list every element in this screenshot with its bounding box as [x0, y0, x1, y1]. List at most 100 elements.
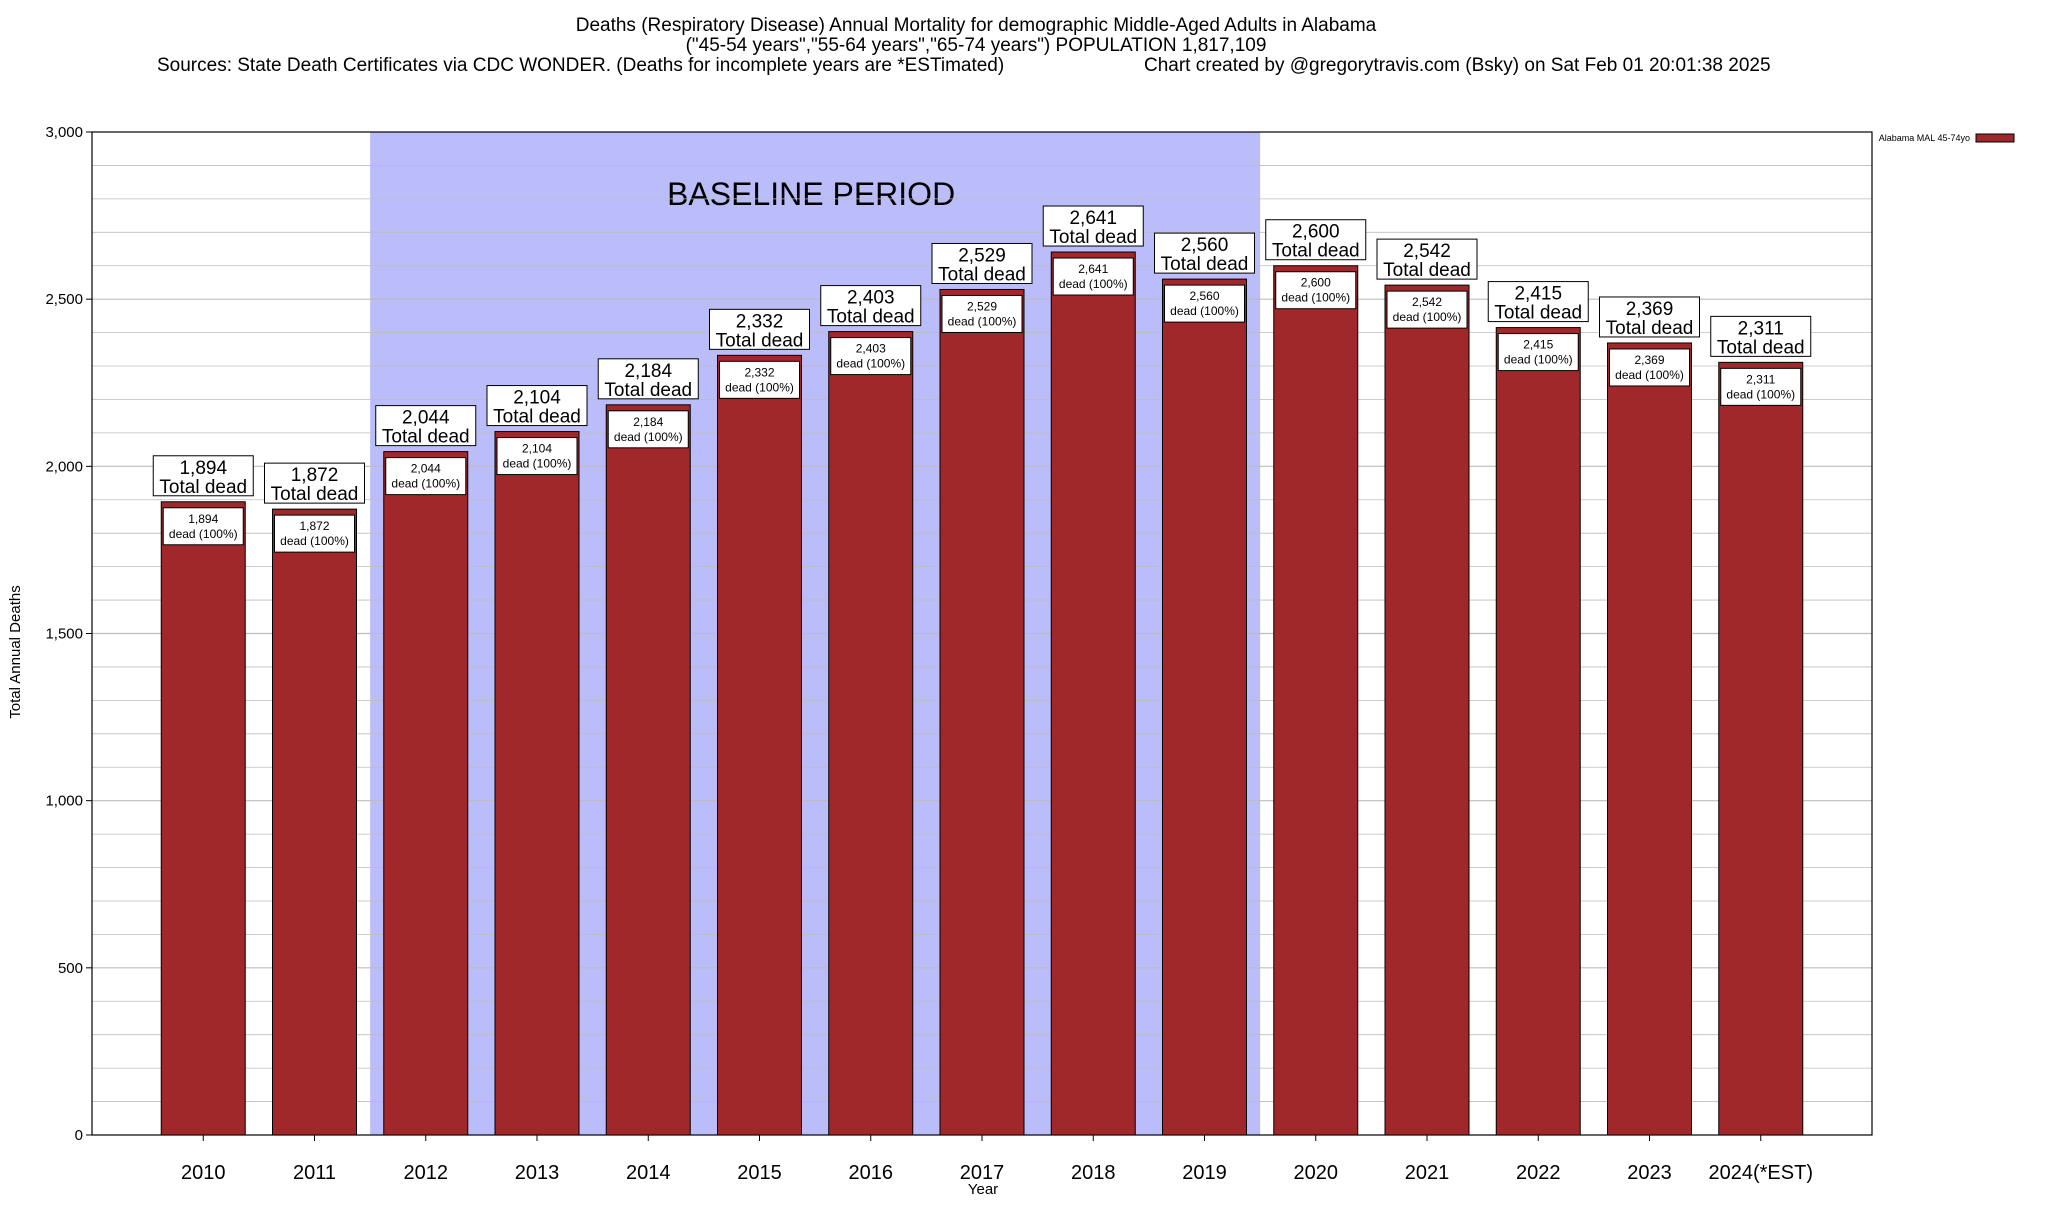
total-value-label: 2,403 — [847, 288, 895, 309]
chart-title-line-1: Deaths (Respiratory Disease) Annual Mort… — [576, 15, 1377, 36]
x-tick-label: 2011 — [293, 1162, 336, 1184]
bar — [1607, 342, 1692, 1136]
total-label-box — [375, 405, 477, 447]
inner-label-box — [1609, 348, 1690, 387]
x-tick-label: 2021 — [1405, 1162, 1450, 1184]
bar — [1050, 251, 1136, 1136]
total-dead-label: Total dead — [271, 484, 359, 505]
total-value-label: 2,641 — [1069, 208, 1117, 229]
total-dead-label: Total dead — [1383, 260, 1471, 281]
x-tick-label: 2019 — [1182, 1162, 1227, 1184]
bar — [272, 508, 357, 1136]
inner-dead-label: dead (100%) — [948, 314, 1017, 328]
inner-label-box — [274, 514, 355, 553]
inner-label-box — [1275, 271, 1357, 310]
total-value-label: 2,104 — [513, 388, 561, 409]
chart-credit: Chart created by @gregorytravis.com (Bsk… — [1144, 55, 1771, 76]
legend-label: Alabama MAL 45-74yo — [1879, 133, 1970, 143]
total-value-label: 2,369 — [1626, 299, 1674, 320]
x-tick-label: 2022 — [1516, 1162, 1561, 1184]
total-label-box — [1487, 281, 1589, 323]
x-tick-label: 2023 — [1627, 1162, 1672, 1184]
total-value-label: 2,332 — [736, 311, 784, 332]
total-dead-label: Total dead — [1272, 241, 1360, 262]
inner-label-box — [1497, 333, 1579, 372]
total-value-label: 2,311 — [1738, 318, 1784, 339]
y-tick-label: 2,000 — [45, 458, 83, 475]
inner-dead-label: dead (100%) — [1615, 368, 1684, 382]
inner-value-label: 2,044 — [411, 462, 441, 476]
total-dead-label: Total dead — [493, 407, 581, 428]
bar — [383, 451, 469, 1136]
total-dead-label: Total dead — [1161, 254, 1249, 275]
legend: Alabama MAL 45-74yo — [1879, 133, 2015, 143]
total-label-box — [1042, 205, 1144, 247]
inner-label-box — [1720, 367, 1802, 406]
total-label-box — [820, 285, 922, 327]
bar — [1273, 265, 1359, 1136]
total-dead-label: Total dead — [1494, 303, 1582, 324]
bar — [717, 354, 802, 1136]
total-label-box — [1599, 296, 1700, 338]
total-value-label: 2,542 — [1403, 241, 1451, 262]
x-tick-label: 2018 — [1071, 1162, 1116, 1184]
total-dead-label: Total dead — [1049, 227, 1137, 248]
bar — [605, 404, 691, 1136]
total-value-label: 1,894 — [179, 458, 227, 479]
inner-label-box — [941, 294, 1023, 333]
legend-swatch — [1975, 133, 2015, 143]
x-tick-label: 2020 — [1294, 1162, 1339, 1184]
inner-value-label: 2,641 — [1078, 262, 1108, 276]
bar — [1162, 278, 1247, 1136]
x-tick-label: 2012 — [404, 1162, 449, 1184]
inner-label-box — [1386, 290, 1468, 329]
total-dead-label: Total dead — [159, 477, 247, 498]
inner-dead-label: dead (100%) — [1726, 387, 1795, 401]
total-value-label: 2,184 — [624, 361, 672, 382]
inner-value-label: 2,529 — [967, 299, 997, 313]
total-dead-label: Total dead — [604, 380, 692, 401]
inner-label-box — [1052, 257, 1134, 296]
inner-label-box — [1164, 284, 1245, 323]
y-tick-label: 0 — [75, 1127, 83, 1144]
y-tick-label: 1,500 — [45, 626, 83, 643]
x-tick-label: 2024(*EST) — [1709, 1162, 1814, 1184]
x-tick-label: 2014 — [626, 1162, 671, 1184]
total-label-box — [264, 462, 365, 504]
total-value-label: 1,872 — [291, 465, 339, 486]
bar — [939, 288, 1025, 1136]
inner-dead-label: dead (100%) — [1504, 353, 1573, 367]
inner-label-box — [385, 457, 467, 496]
bar — [1495, 327, 1581, 1136]
chart-title-line-2: ("45-54 years","55-64 years","65-74 year… — [686, 35, 1267, 56]
inner-dead-label: dead (100%) — [614, 430, 683, 444]
y-axis-title: Total Annual Deaths — [7, 585, 24, 718]
total-dead-label: Total dead — [382, 427, 470, 448]
x-tick-label: 2010 — [181, 1162, 226, 1184]
inner-value-label: 2,369 — [1634, 353, 1664, 367]
bar — [494, 431, 580, 1136]
total-dead-label: Total dead — [1606, 318, 1694, 339]
total-label-box — [486, 385, 588, 427]
inner-label-box — [830, 337, 912, 376]
inner-value-label: 2,600 — [1301, 276, 1331, 290]
total-value-label: 2,600 — [1292, 222, 1340, 243]
total-label-box — [1154, 232, 1255, 274]
total-label-box — [1710, 315, 1812, 357]
total-value-label: 2,560 — [1181, 235, 1229, 256]
inner-value-label: 1,872 — [299, 519, 329, 533]
inner-dead-label: dead (100%) — [836, 357, 905, 371]
inner-dead-label: dead (100%) — [169, 527, 238, 541]
inner-value-label: 2,332 — [744, 365, 774, 379]
baseline-label: BASELINE PERIOD — [667, 176, 955, 212]
inner-dead-label: dead (100%) — [725, 380, 794, 394]
x-tick-label: 2013 — [515, 1162, 560, 1184]
x-tick-label: 2015 — [737, 1162, 782, 1184]
inner-value-label: 2,311 — [1746, 372, 1775, 386]
total-label-box — [597, 358, 699, 400]
total-dead-label: Total dead — [1717, 337, 1805, 358]
total-value-label: 2,529 — [958, 245, 1006, 266]
bar — [828, 331, 914, 1136]
inner-label-box — [162, 507, 244, 546]
